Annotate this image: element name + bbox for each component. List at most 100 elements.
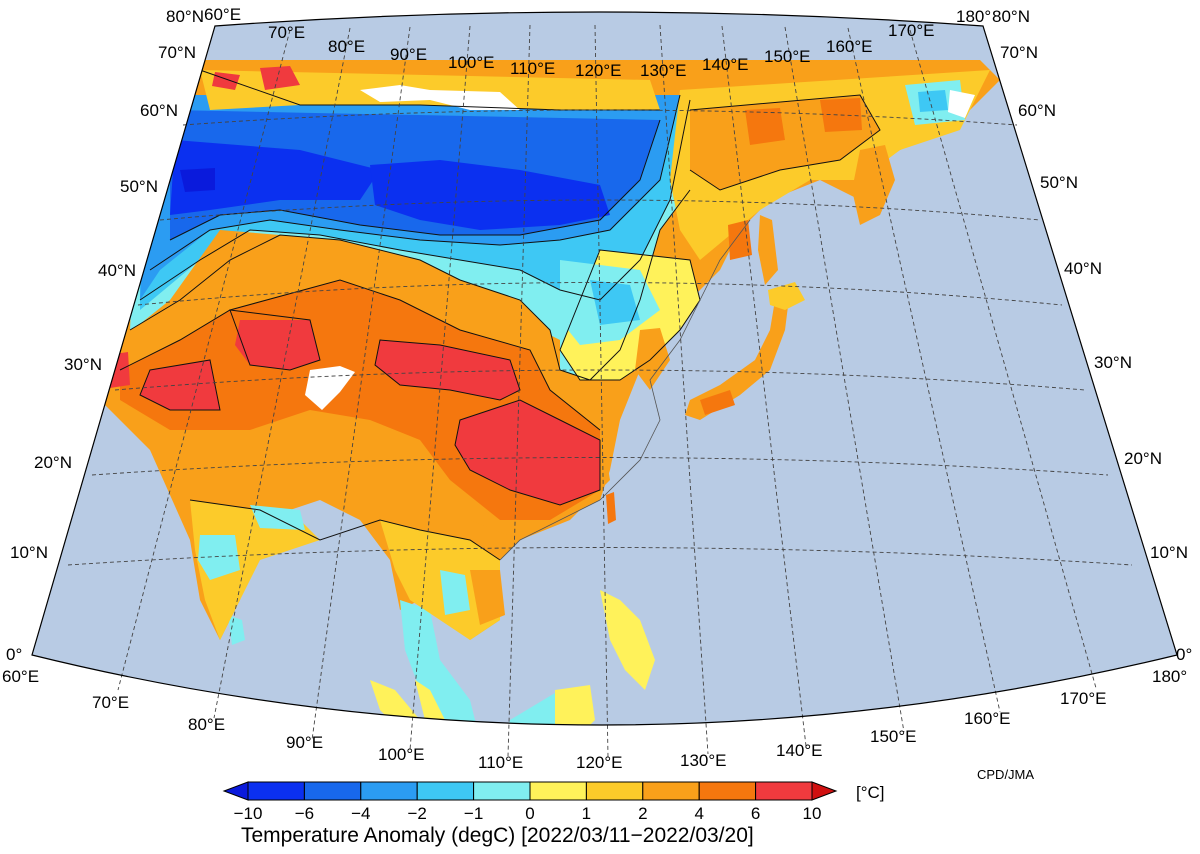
lon-label-bottom-130: 130°E	[680, 751, 727, 770]
lon-label-bottom-170: 170°E	[1060, 689, 1107, 708]
colorbar-tick-label: 0	[525, 804, 534, 823]
lon-label-bottom-60: 60°E	[2, 667, 39, 686]
lon-label-bottom-80: 80°E	[188, 715, 225, 734]
colorbar-tick-label: −2	[408, 804, 427, 823]
cold-core-west	[170, 140, 380, 215]
colorbar-bin	[698, 781, 757, 801]
lat-label-right-70: 70°N	[1000, 43, 1038, 62]
lon-label-top-160: 160°E	[826, 37, 873, 56]
cold-core-min	[180, 168, 215, 192]
colorbar-tick-label: 10	[803, 804, 822, 823]
colorbar-bin	[755, 781, 813, 801]
lat-label-left-60: 60°N	[140, 101, 178, 120]
colorbar: −10 −6 −4 −2 −1 0 1 2 4 6 10	[222, 781, 838, 823]
hot-core-china	[455, 400, 600, 505]
indochina-cold	[440, 570, 470, 615]
lon-label-top-120: 120°E	[575, 61, 622, 80]
lon-label-bottom-90: 90°E	[286, 733, 323, 752]
colorbar-bin	[473, 781, 531, 801]
primorye-hot	[728, 220, 752, 260]
map-title: Temperature Anomaly (degC) [2022/03/11−2…	[241, 824, 754, 847]
lon-label-bottom-110: 110°E	[478, 753, 523, 772]
lon-label-bottom-70: 70°E	[92, 693, 129, 712]
lon-label-top-110: 110°E	[510, 59, 555, 78]
lon-label-top-60: 60°E	[204, 5, 241, 24]
manchuria-cold-core	[590, 280, 640, 325]
lat-label-left-80: 80°N	[166, 7, 204, 26]
lat-label-right-80: 80°N	[992, 7, 1030, 26]
borneo-east	[555, 685, 595, 725]
lat-label-right-60: 60°N	[1018, 101, 1056, 120]
colorbar-tick-label: 2	[638, 804, 647, 823]
colorbar-bin	[360, 781, 418, 801]
missing-arctic	[360, 85, 520, 110]
philippines	[600, 590, 655, 690]
colorbar-bin	[247, 781, 305, 801]
lat-label-right-30: 30°N	[1094, 353, 1132, 372]
hot-core-west	[235, 320, 320, 370]
lon-label-top-90: 90°E	[390, 45, 427, 64]
colorbar-tick-label: 4	[694, 804, 703, 823]
colorbar-bin	[585, 781, 644, 801]
lon-label-top-170: 170°E	[888, 21, 935, 40]
lon-label-bottom-100: 100°E	[378, 745, 425, 764]
colorbar-tick-label: −4	[351, 804, 370, 823]
colorbar-bin	[416, 781, 475, 801]
colorbar-tick-label: −1	[464, 804, 483, 823]
lon-label-top-70: 70°E	[268, 23, 305, 42]
lon-label-top-130: 130°E	[640, 61, 687, 80]
lon-label-top-100: 100°E	[448, 53, 495, 72]
missing-tibet	[305, 366, 355, 410]
indochina-warm	[470, 570, 505, 625]
lat-label-right-50: 50°N	[1040, 173, 1078, 192]
bottom-lon-labels: 60°E 70°E 80°E 90°E 100°E 110°E 120°E 13…	[2, 667, 1187, 772]
lon-label-bottom-140: 140°E	[776, 741, 823, 760]
colorbar-tick-label: −10	[234, 804, 263, 823]
lon-label-bottom-120: 120°E	[576, 753, 623, 772]
lat-label-left-50: 50°N	[120, 177, 158, 196]
colorbar-bin	[529, 781, 587, 801]
colorbar-tick-label: 6	[751, 804, 760, 823]
lon-label-top-180: 180°	[956, 7, 991, 26]
lon-label-bottom-160: 160°E	[964, 709, 1011, 728]
kamchatka	[852, 145, 895, 225]
lat-label-left-70: 70°N	[158, 43, 196, 62]
top-lon-labels: 60°E 70°E 80°E 90°E 100°E 110°E 120°E 13…	[204, 5, 991, 80]
lat-label-right-10: 10°N	[1150, 543, 1188, 562]
lat-label-left-30: 30°N	[64, 355, 102, 374]
colorbar-bin	[642, 781, 700, 801]
colorbar-arrow-low	[222, 781, 249, 801]
lat-label-left-10: 10°N	[10, 543, 48, 562]
left-lat-labels: 80°N 70°N 60°N 50°N 40°N 30°N 20°N 10°N …	[6, 7, 204, 664]
chukotka-cold-core	[918, 90, 948, 112]
lat-label-left-20: 20°N	[34, 453, 72, 472]
lon-label-bottom-180: 180°	[1152, 667, 1187, 686]
land-anomaly-field	[100, 60, 1000, 725]
arctic-hot	[260, 66, 300, 90]
lon-label-bottom-150: 150°E	[870, 727, 917, 746]
graticule	[67, 24, 1133, 758]
colorbar-bin	[303, 781, 362, 801]
korea	[635, 328, 670, 390]
lon-label-top-80: 80°E	[328, 37, 365, 56]
lon-label-top-150: 150°E	[764, 47, 811, 66]
cold-core-east	[370, 160, 610, 230]
lat-label-right-40: 40°N	[1064, 259, 1102, 278]
east-siberia-hot-1	[745, 108, 785, 145]
taiwan	[606, 492, 616, 524]
credit-text: CPD/JMA	[977, 767, 1034, 782]
sea-peninsula	[400, 600, 480, 725]
sri-lanka	[228, 615, 245, 645]
japan-hot	[700, 390, 735, 415]
colorbar-tick-label: −6	[295, 804, 314, 823]
map-frame	[31, 11, 1178, 726]
colorbar-tick-label: 1	[582, 804, 591, 823]
right-lat-labels: 80°N 70°N 60°N 50°N 40°N 30°N 20°N 10°N …	[992, 7, 1192, 664]
missing-east	[948, 90, 975, 118]
sakhalin	[758, 215, 778, 285]
hot-core-central	[375, 340, 520, 400]
lat-label-left-40: 40°N	[98, 261, 136, 280]
lat-label-right-20: 20°N	[1124, 449, 1162, 468]
india-cold-2	[250, 505, 305, 530]
